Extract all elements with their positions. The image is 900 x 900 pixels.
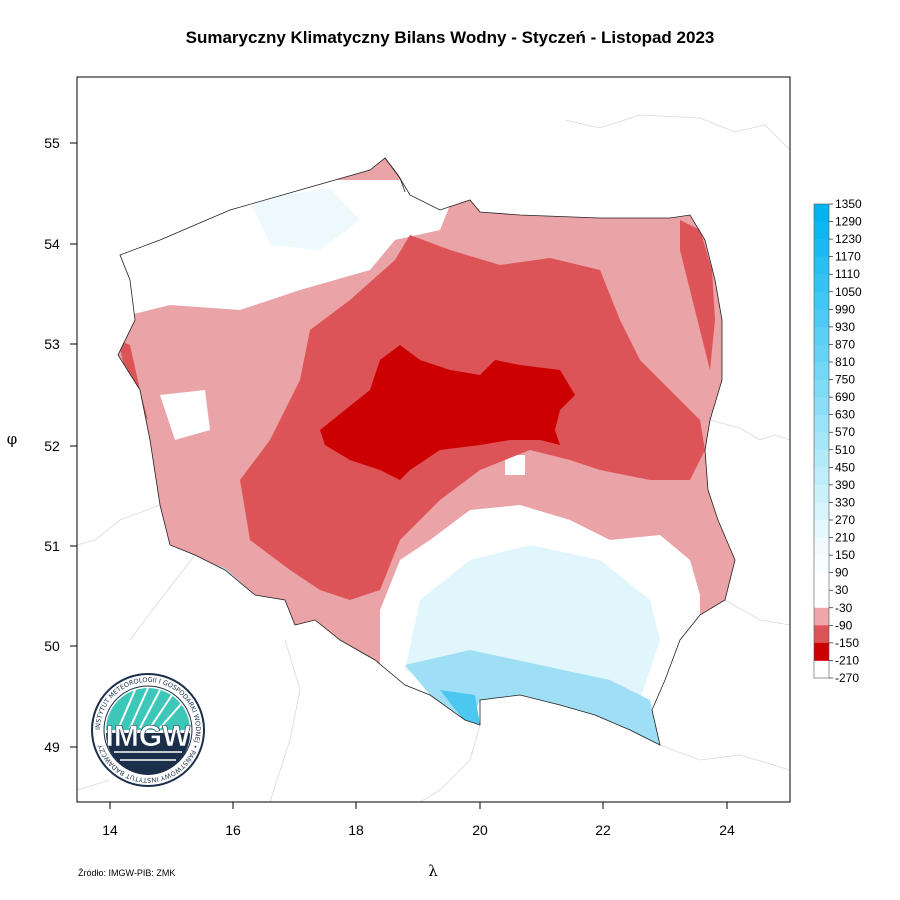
legend-label: -30 (835, 601, 853, 615)
poland-map (117, 157, 736, 746)
legend-label: 330 (835, 495, 855, 509)
legend-label: 150 (835, 548, 855, 562)
legend-label: 1290 (835, 215, 862, 229)
legend-label: 570 (835, 425, 855, 439)
x-tick-label: 20 (472, 822, 488, 838)
legend-frame (813, 203, 830, 679)
y-tick-label: 50 (44, 638, 60, 654)
legend-label: 450 (835, 460, 855, 474)
zone-deficit-east (680, 220, 715, 370)
legend-swatch (814, 221, 829, 240)
legend-swatch (814, 362, 829, 380)
legend-label: 390 (835, 478, 855, 492)
y-tick-label: 53 (44, 336, 60, 352)
legend-label: 930 (835, 320, 855, 334)
legend-label: -210 (835, 653, 859, 667)
legend-label: 1230 (835, 232, 862, 246)
plot-frame (76, 76, 791, 803)
legend-label: 1170 (835, 250, 861, 264)
legend-swatch (814, 449, 829, 468)
legend-swatch (814, 537, 829, 556)
y-tick-label: 55 (44, 135, 60, 151)
legend-swatch (814, 484, 829, 503)
legend-label: -150 (835, 636, 859, 650)
legend-label: 690 (835, 390, 855, 404)
legend-swatch (814, 274, 829, 293)
legend-swatch (814, 256, 829, 275)
legend-swatch (814, 204, 829, 222)
legend-swatch (814, 625, 829, 644)
legend-swatch (814, 642, 829, 661)
legend-swatch (814, 555, 829, 574)
legend-swatch (814, 239, 829, 258)
y-tick-label: 54 (44, 236, 60, 252)
source-note: Źródło: IMGW-PIB: ZMK (78, 868, 176, 878)
neighbour-borders (77, 114, 790, 802)
legend-label: 210 (835, 531, 855, 545)
legend-swatch (814, 397, 829, 416)
logo-wordmark: IMGW (106, 720, 192, 753)
hel-peninsula (384, 157, 406, 193)
x-tick-label: 18 (348, 822, 364, 838)
y-tick-label: 52 (44, 438, 60, 454)
y-axis: 55 54 53 52 51 50 49 φ (7, 135, 77, 755)
legend-label: 630 (835, 408, 855, 422)
legend-swatch (814, 467, 829, 486)
legend-swatch (814, 572, 829, 591)
legend-swatch (814, 590, 829, 609)
legend-label: -270 (835, 671, 859, 685)
legend-label: 870 (835, 337, 855, 351)
legend-swatch (814, 291, 829, 310)
x-tick-label: 22 (595, 822, 611, 838)
legend-swatch (814, 520, 829, 538)
y-axis-label: φ (7, 430, 18, 448)
x-axis-label: λ (428, 862, 438, 880)
legend-label: 30 (835, 583, 849, 597)
zone-surplus-tatra (440, 690, 480, 725)
y-tick-label: 49 (44, 739, 60, 755)
legend-swatch (814, 309, 829, 328)
x-tick-label: 14 (102, 822, 118, 838)
legend-colorbar: 1350 1290 1230 1170 1110 1050 990 930 870 810 750 6… (813, 197, 862, 685)
legend-label: 510 (835, 443, 855, 457)
legend-label: 750 (835, 373, 855, 387)
y-tick-label: 51 (44, 538, 60, 554)
legend-label: 90 (835, 566, 849, 580)
legend-swatch (814, 326, 829, 345)
legend-label: 1350 (835, 197, 862, 211)
legend-label: 810 (835, 355, 855, 369)
imgw-logo: IMGW INSTYTUT METEOROLOGII I GOSPODARKI … (91, 673, 205, 787)
x-tick-label: 16 (225, 822, 241, 838)
legend-swatch (814, 379, 829, 398)
legend-swatch (814, 502, 829, 521)
legend-label: 990 (835, 302, 855, 316)
legend-swatch (814, 607, 829, 626)
legend-label: -90 (835, 618, 853, 632)
legend-label: 1050 (835, 285, 862, 299)
legend-label: 270 (835, 513, 855, 527)
legend-swatch (814, 414, 829, 433)
x-tick-label: 24 (719, 822, 735, 838)
x-axis: 14 16 18 20 22 24 λ (102, 802, 735, 880)
legend-swatch (814, 432, 829, 451)
map-title: Sumaryczny Klimatyczny Bilans Wodny - St… (185, 28, 715, 47)
legend-swatch (814, 344, 829, 363)
zone-deficit-strong (320, 345, 575, 480)
zone-surplus-coast (250, 188, 360, 250)
legend-label: 1110 (835, 267, 860, 281)
